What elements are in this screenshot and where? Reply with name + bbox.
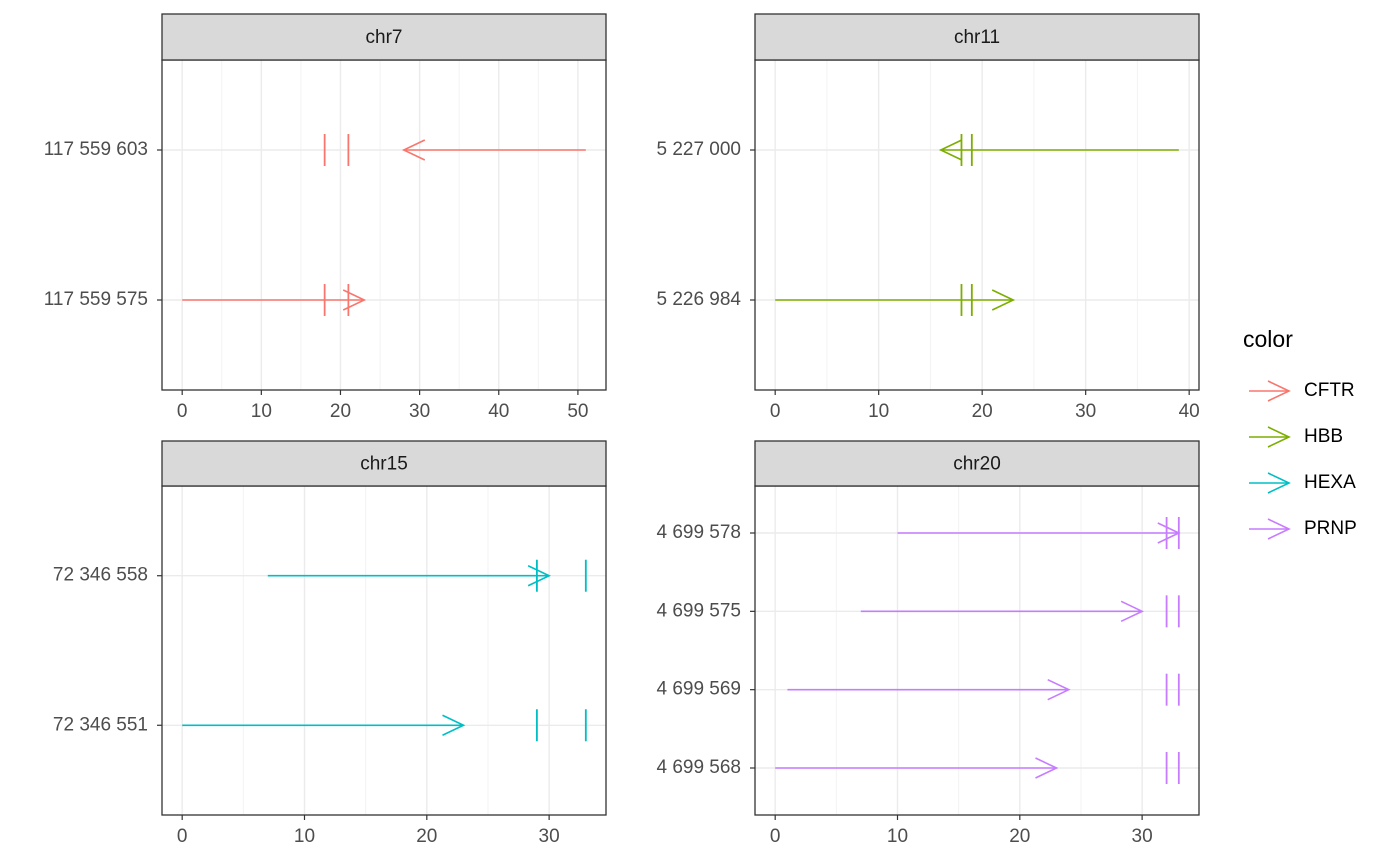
arrow-head — [401, 139, 426, 161]
y-tick-label: 5 227 000 — [656, 139, 741, 160]
x-tick-label: 50 — [567, 401, 588, 422]
legend-key-head — [1267, 426, 1291, 448]
legend-key-head — [1267, 518, 1291, 540]
arrow-head — [991, 289, 1016, 311]
arrow-head — [1047, 678, 1071, 701]
x-tick-label: 30 — [539, 826, 560, 847]
facet-panel: 0 10 20 30 40 5 226 984 5 227 000 chr11 — [656, 13, 1200, 422]
y-tick-label: 4 699 575 — [656, 600, 741, 621]
x-tick-label: 40 — [1179, 401, 1200, 422]
x-tick-label: 10 — [251, 401, 272, 422]
arrow-head — [1120, 600, 1144, 623]
facet-title: chr11 — [954, 27, 1000, 48]
x-tick-label: 30 — [1132, 826, 1153, 847]
x-tick-label: 0 — [770, 826, 781, 847]
y-tick-label: 72 346 551 — [53, 714, 148, 735]
x-tick-label: 20 — [330, 401, 351, 422]
y-tick-label: 117 559 575 — [44, 289, 148, 310]
x-tick-label: 0 — [177, 401, 188, 422]
facet-strip — [754, 440, 1200, 487]
facet-strip — [161, 440, 607, 487]
panel-background — [162, 486, 606, 815]
legend-title: color — [1243, 326, 1293, 352]
legend-label: PRNP — [1304, 518, 1357, 539]
y-tick-label: 117 559 603 — [44, 139, 148, 160]
x-tick-label: 10 — [868, 401, 889, 422]
facet-panel: 0 10 20 30 40 50 117 559 575 117 559 603 chr7 — [44, 13, 607, 422]
legend-label: HBB — [1304, 426, 1343, 447]
panel-background — [755, 60, 1199, 390]
facet-panel: 0 10 20 30 72 346 551 72 346 558 chr15 — [53, 440, 607, 847]
facet-title: chr7 — [366, 27, 403, 48]
x-tick-label: 0 — [770, 401, 781, 422]
legend-key-head — [1267, 380, 1291, 402]
y-tick-label: 4 699 578 — [656, 522, 741, 543]
legend-key-head — [1267, 472, 1291, 494]
x-tick-label: 20 — [972, 401, 993, 422]
facet-title: chr15 — [360, 454, 408, 475]
facet-strip — [754, 13, 1200, 61]
panel-background — [162, 60, 606, 390]
x-tick-label: 30 — [409, 401, 430, 422]
y-tick-label: 5 226 984 — [656, 289, 741, 310]
legend-label: HEXA — [1304, 472, 1356, 493]
arrow-head — [527, 565, 551, 587]
x-tick-label: 0 — [177, 826, 188, 847]
legend-label: CFTR — [1304, 380, 1355, 401]
x-tick-label: 10 — [887, 826, 908, 847]
x-tick-label: 30 — [1075, 401, 1096, 422]
arrow-head — [938, 139, 963, 161]
facet-title: chr20 — [953, 454, 1001, 475]
panel-background — [755, 486, 1199, 815]
y-tick-label: 72 346 558 — [53, 565, 148, 586]
arrow-head — [442, 714, 466, 736]
x-tick-label: 20 — [416, 826, 437, 847]
x-tick-label: 20 — [1009, 826, 1030, 847]
facet-strip — [161, 13, 607, 61]
facet-panel: 0 10 20 30 4 699 568 4 699 569 4 699 575 4 699 … — [656, 440, 1200, 847]
arrow-head — [342, 289, 367, 311]
x-tick-label: 10 — [294, 826, 315, 847]
y-tick-label: 4 699 568 — [656, 757, 741, 778]
x-tick-label: 40 — [488, 401, 509, 422]
arrow-head — [1035, 757, 1059, 779]
y-tick-label: 4 699 569 — [656, 679, 741, 700]
